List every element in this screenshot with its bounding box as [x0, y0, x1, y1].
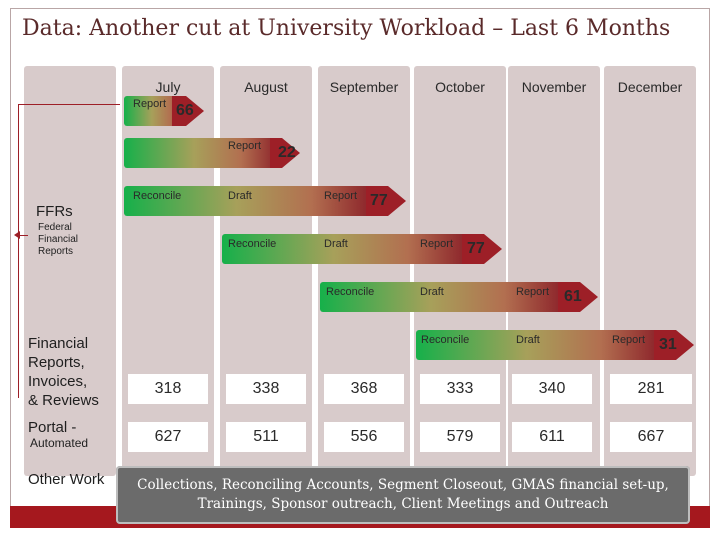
ffr-row6-draft-label: Draft	[516, 334, 540, 346]
month-column-august	[220, 66, 312, 476]
ffr-chevron-3-icon	[388, 186, 406, 216]
month-column-october	[414, 66, 506, 476]
month-label-november: November	[521, 79, 587, 95]
financial-reports-label-3: Invoices,	[28, 373, 88, 390]
ffr-chevron-1-icon	[186, 96, 204, 126]
ffr-row3-draft-label: Draft	[228, 190, 252, 202]
portal-label: Portal -	[28, 419, 77, 436]
portal-sub-label: Automated	[30, 436, 89, 450]
ffr-row4-draft-label: Draft	[324, 238, 348, 250]
month-label-july: July	[155, 79, 181, 95]
ffr-row5-reconcile-label: Reconcile	[326, 286, 375, 298]
ffr-row3-report-label: Report	[324, 190, 358, 202]
financial-reports-october: 333	[420, 374, 500, 404]
ffr-bracket-top	[18, 104, 120, 105]
portal-november: 611	[512, 422, 592, 452]
month-column-november	[508, 66, 600, 476]
ffr-row2-count: 22	[278, 144, 296, 161]
financial-reports-december: 281	[610, 374, 692, 404]
ffr-bracket	[18, 104, 19, 398]
financial-reports-label-2: Reports,	[28, 354, 85, 371]
month-label-october: October	[435, 79, 485, 95]
ffr-row5-count: 61	[564, 288, 582, 305]
financial-reports-august: 338	[226, 374, 306, 404]
ffr-bracket-arrow-icon	[14, 231, 20, 239]
ffr-row6-report-label: Report	[612, 334, 646, 346]
page-title: Data: Another cut at University Workload…	[22, 16, 671, 41]
ffr-count-box-5	[558, 282, 580, 312]
ffr-count-box-1	[172, 96, 186, 126]
ffrs-sub-1: Federal	[38, 222, 72, 233]
portal-october: 579	[420, 422, 500, 452]
ffrs-sub-2: Financial	[38, 234, 79, 245]
ffr-count-box-4	[462, 234, 484, 264]
portal-september: 556	[324, 422, 404, 452]
financial-reports-label-1: Financial	[28, 335, 89, 352]
ffr-bar-row-6	[416, 330, 662, 360]
ffr-bar-row-2	[124, 138, 280, 168]
ffr-chevron-6-icon	[676, 330, 694, 360]
ffr-row6-reconcile-label: Reconcile	[421, 334, 470, 346]
portal-august: 511	[226, 422, 306, 452]
ffr-chevron-4-icon	[484, 234, 502, 264]
ffr-row5-draft-label: Draft	[420, 286, 444, 298]
month-label-december: December	[617, 79, 683, 95]
other-work-text: Collections, Reconciling Accounts, Segme…	[137, 477, 669, 512]
ffr-row3-count: 77	[370, 192, 388, 209]
month-label-august: August	[244, 79, 288, 95]
financial-reports-label-4: & Reviews	[28, 392, 99, 409]
other-work-box: Collections, Reconciling Accounts, Segme…	[116, 466, 690, 524]
label-column	[24, 66, 116, 476]
ffr-count-box-2	[270, 138, 282, 168]
ffrs-sub-3: Reports	[38, 246, 74, 257]
ffr-row4-reconcile-label: Reconcile	[228, 238, 277, 250]
ffr-bar-row-5	[320, 282, 566, 312]
ffr-bar-row-3	[124, 186, 374, 216]
month-label-september: September	[329, 79, 399, 95]
ffr-bracket-mid	[20, 235, 28, 236]
other-work-label: Other Work	[28, 471, 105, 488]
month-column-december	[604, 66, 696, 476]
ffr-row3-reconcile-label: Reconcile	[133, 190, 182, 202]
financial-reports-july: 318	[128, 374, 208, 404]
financial-reports-november: 340	[512, 374, 592, 404]
ffr-chevron-5-icon	[580, 282, 598, 312]
ffrs-label: FFRs	[36, 203, 73, 220]
month-column-september	[318, 66, 410, 476]
ffr-row1-count: 66	[176, 102, 194, 119]
ffr-count-box-6	[654, 330, 676, 360]
portal-july: 627	[128, 422, 208, 452]
ffr-chevron-2-icon	[282, 138, 300, 168]
portal-december: 667	[610, 422, 692, 452]
ffr-bar-row-4	[222, 234, 470, 264]
ffr-row6-count: 31	[659, 336, 677, 353]
financial-reports-september: 368	[324, 374, 404, 404]
ffr-count-box-3	[366, 186, 388, 216]
ffr-row2-report-label: Report	[228, 140, 262, 152]
ffr-row4-count: 77	[467, 240, 485, 257]
ffr-row1-report-label: Report	[133, 98, 167, 110]
ffr-row4-report-label: Report	[420, 238, 454, 250]
ffr-row5-report-label: Report	[516, 286, 550, 298]
month-column-july	[122, 66, 214, 476]
